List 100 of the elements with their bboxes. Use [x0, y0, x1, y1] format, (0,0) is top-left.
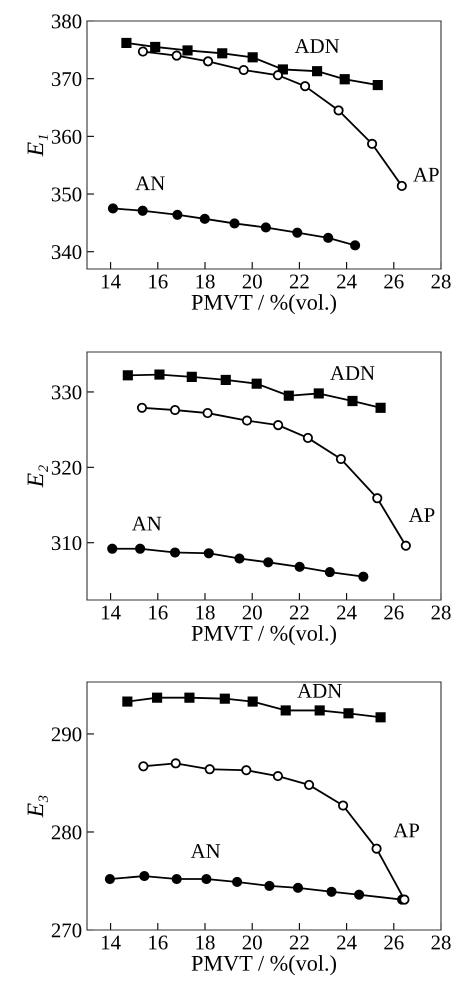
- x-tick-label: 20: [242, 605, 262, 620]
- x-tick-label: 18: [196, 274, 215, 289]
- point: [107, 544, 118, 554]
- y-axis-title: E₂: [28, 465, 48, 488]
- x-tick-label: 20: [242, 935, 262, 950]
- y-tick-label: 310: [52, 536, 82, 550]
- point: [220, 694, 230, 704]
- point: [138, 761, 148, 772]
- point: [182, 45, 193, 56]
- point: [350, 240, 360, 250]
- point: [338, 800, 348, 811]
- x-axis-title: PMVT / %(vol.): [192, 294, 336, 314]
- point: [248, 52, 258, 62]
- point: [229, 218, 240, 229]
- y-tick-label: 360: [52, 130, 82, 144]
- x-tick-label: 26: [384, 936, 404, 950]
- point: [202, 408, 213, 418]
- x-tick-label: 28: [432, 605, 451, 620]
- point: [122, 696, 132, 707]
- point: [152, 692, 162, 703]
- x-tick-label: 16: [149, 274, 168, 289]
- point: [272, 70, 283, 80]
- series-label: AP: [413, 168, 439, 182]
- y-axis-title: E₃: [28, 796, 48, 818]
- point: [354, 890, 364, 900]
- point: [170, 547, 180, 558]
- point: [122, 370, 133, 380]
- point: [170, 758, 181, 768]
- point: [292, 228, 302, 238]
- y-tick-label: 350: [52, 187, 82, 202]
- x-tick-label: 24: [337, 606, 357, 620]
- point: [272, 771, 283, 782]
- series-label: AN: [135, 176, 165, 190]
- point: [186, 372, 197, 382]
- point: [121, 38, 132, 48]
- point: [300, 81, 310, 92]
- x-tick-label: 24: [337, 936, 357, 950]
- series-label: ADN: [330, 366, 375, 380]
- point: [340, 74, 350, 84]
- y-tick-label: 320: [52, 460, 82, 475]
- point: [326, 886, 337, 897]
- x-tick-label: 14: [102, 606, 121, 620]
- point: [273, 420, 284, 430]
- point: [263, 557, 274, 568]
- series-label: AP: [408, 508, 434, 522]
- point: [184, 692, 194, 703]
- point: [400, 540, 411, 551]
- point: [347, 396, 358, 406]
- x-tick-label: 26: [384, 606, 404, 620]
- x-tick-label: 18: [196, 935, 215, 950]
- series-label: AN: [190, 844, 220, 858]
- point: [376, 712, 386, 722]
- x-tick-label: 22: [290, 936, 309, 950]
- point: [150, 42, 160, 52]
- point: [108, 203, 118, 214]
- point: [204, 548, 214, 558]
- point: [302, 432, 313, 444]
- y-tick-label: 380: [52, 14, 82, 28]
- point: [264, 880, 274, 891]
- point: [204, 764, 215, 774]
- point: [136, 402, 148, 413]
- point: [234, 553, 245, 564]
- x-tick-label: 20: [242, 274, 262, 289]
- point: [241, 765, 252, 776]
- point: [372, 493, 382, 504]
- point: [135, 544, 146, 554]
- point: [376, 402, 386, 413]
- point: [139, 871, 150, 882]
- x-tick-label: 28: [432, 274, 451, 289]
- point: [323, 232, 334, 243]
- x-tick-label: 18: [196, 605, 215, 620]
- point: [170, 404, 180, 416]
- point: [314, 388, 324, 399]
- series-label: AN: [132, 516, 162, 530]
- point: [220, 374, 231, 385]
- point: [202, 56, 214, 66]
- x-axis-title: PMVT / %(vol.): [192, 955, 336, 976]
- y-tick-label: 280: [52, 825, 82, 840]
- point: [292, 882, 304, 893]
- point: [242, 416, 252, 426]
- point: [372, 844, 382, 854]
- series-label: ADN: [297, 684, 342, 698]
- y-tick-label: 330: [52, 385, 82, 400]
- point: [138, 46, 148, 57]
- point: [294, 562, 305, 572]
- point: [252, 378, 262, 389]
- point: [336, 454, 346, 464]
- series-label: ADN: [294, 39, 340, 53]
- point: [172, 210, 182, 220]
- x-tick-label: 24: [337, 274, 357, 288]
- point: [154, 370, 165, 380]
- x-tick-label: 14: [102, 274, 121, 288]
- x-tick-label: 16: [149, 606, 168, 620]
- point: [304, 780, 314, 790]
- y-axis-title: E₁: [28, 135, 48, 157]
- point: [367, 138, 378, 149]
- x-tick-label: 14: [102, 936, 121, 950]
- point: [172, 50, 182, 61]
- y-tick-label: 370: [52, 72, 82, 86]
- point: [248, 696, 258, 707]
